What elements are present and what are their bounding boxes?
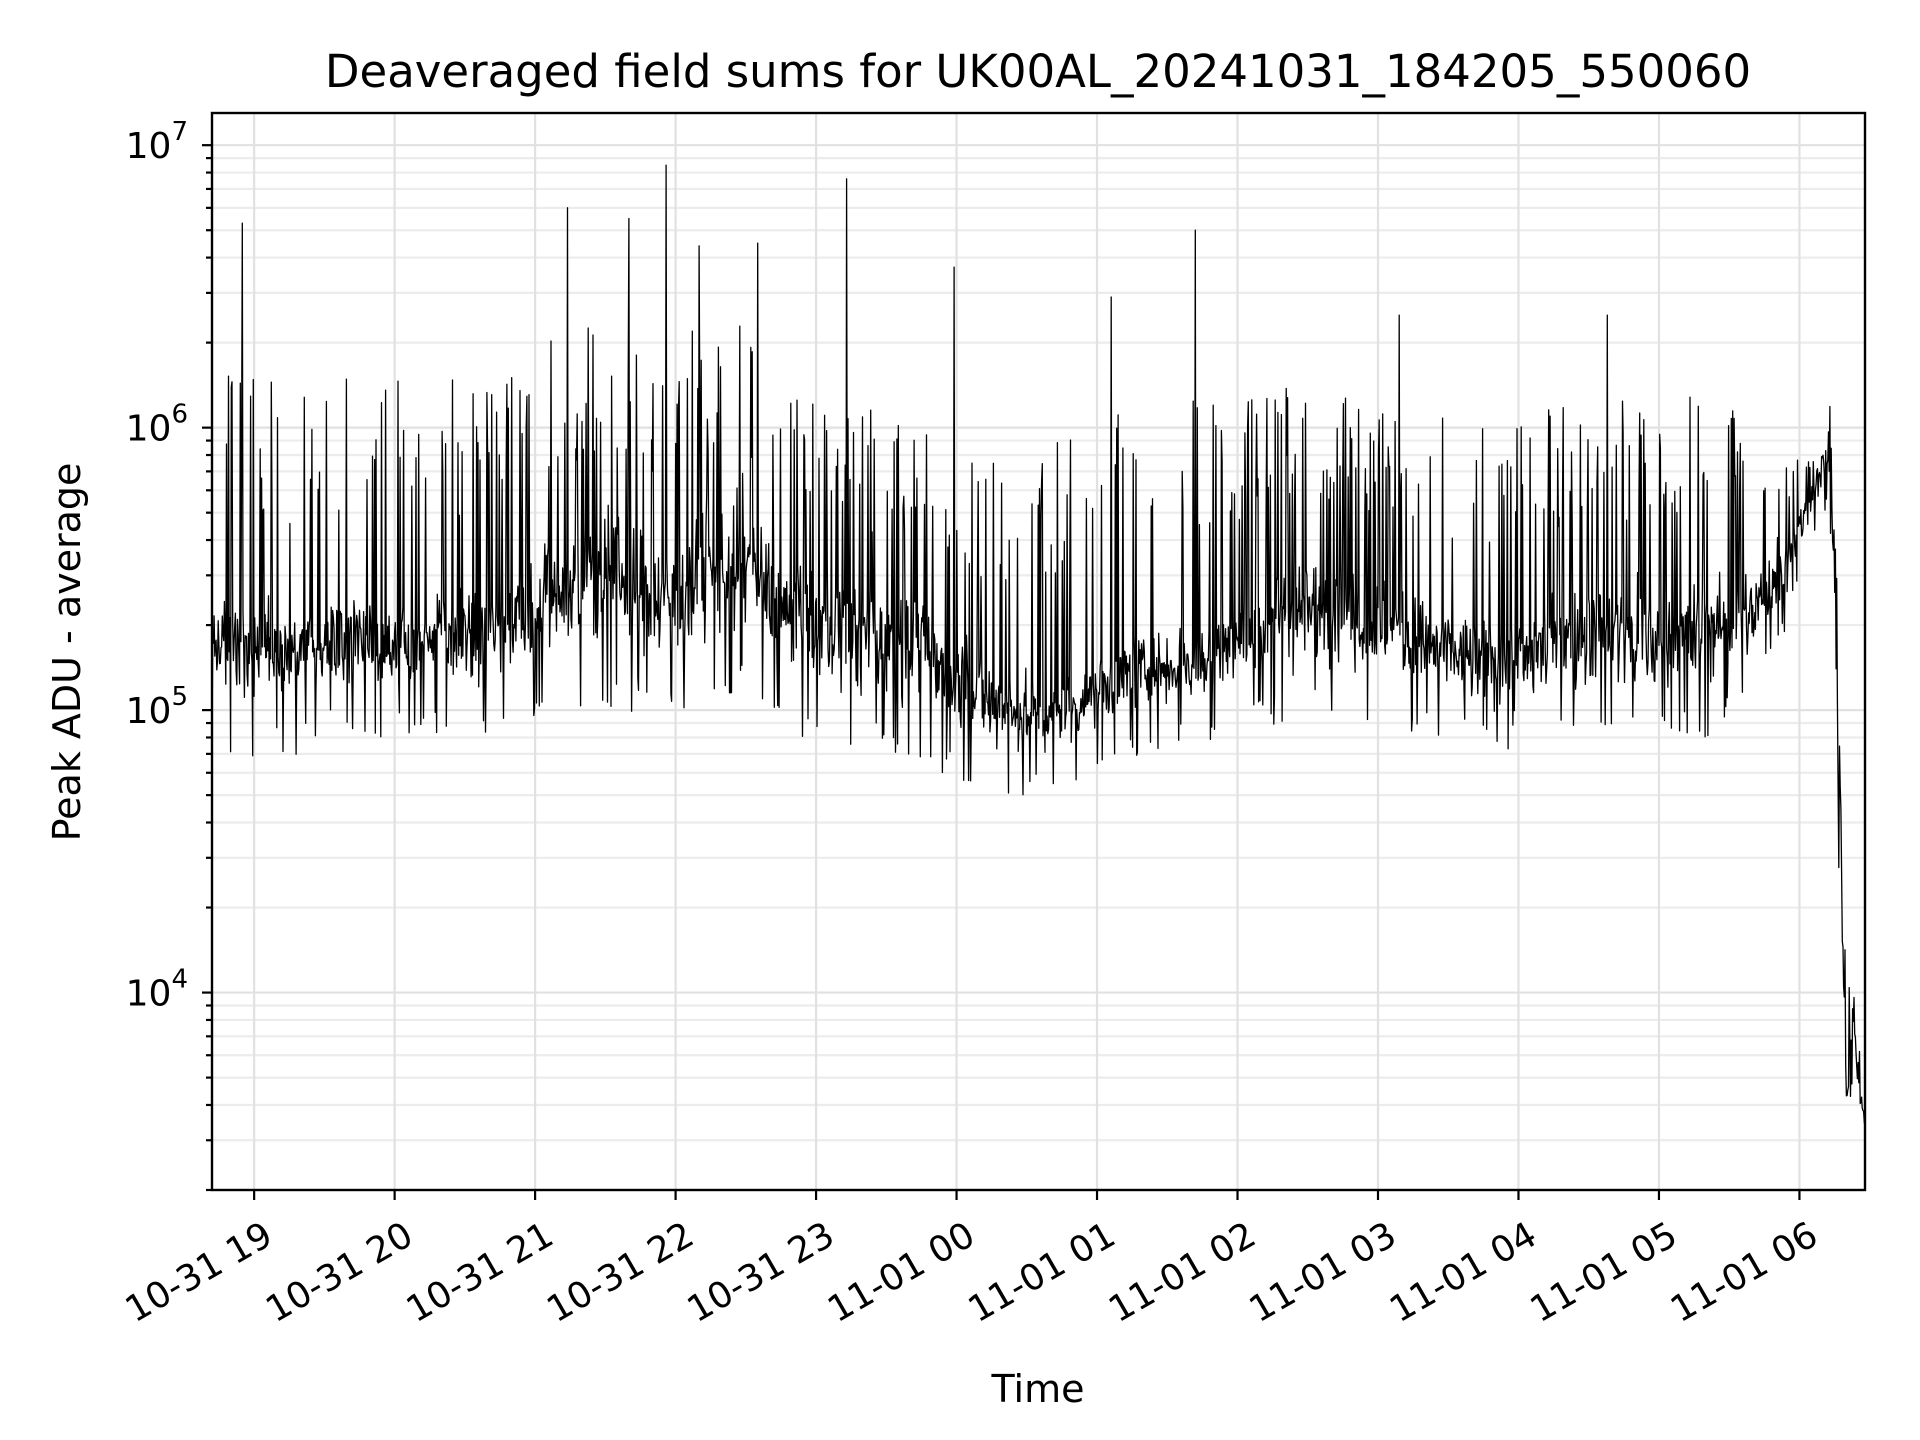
y-tick-label: 106 xyxy=(126,400,188,450)
y-tick-base: 10 xyxy=(126,126,172,167)
chart-title: Deaveraged field sums for UK00AL_2024103… xyxy=(325,45,1751,98)
y-tick-base: 10 xyxy=(126,409,172,450)
y-tick-exponent: 4 xyxy=(171,965,188,995)
y-tick-label: 104 xyxy=(126,965,188,1015)
plot-frame xyxy=(210,111,1867,1192)
y-tick-base: 10 xyxy=(126,691,172,732)
y-tick-exponent: 6 xyxy=(171,400,188,430)
series-path xyxy=(211,164,1866,1126)
y-axis-label: Peak ADU - average xyxy=(45,463,89,842)
y-tick-exponent: 7 xyxy=(171,117,188,147)
y-tick-label: 107 xyxy=(126,117,188,167)
y-tick-label: 105 xyxy=(126,682,188,732)
series-line xyxy=(211,164,1866,1126)
y-tick-exponent: 5 xyxy=(171,682,188,712)
y-tick-base: 10 xyxy=(126,974,172,1015)
x-axis-label: Time xyxy=(991,1367,1085,1411)
